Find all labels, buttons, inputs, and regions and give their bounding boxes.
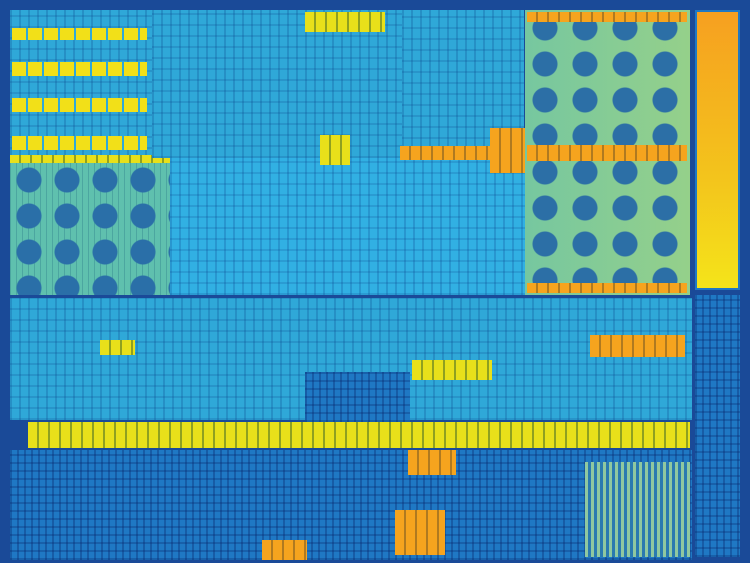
- orange-bank-row: [527, 283, 687, 293]
- bottom-io-region: [10, 450, 692, 560]
- orange-bank-row: [527, 12, 687, 22]
- orange-bank: [408, 450, 456, 475]
- orange-bank: [590, 335, 685, 357]
- top-center-region: [402, 10, 524, 150]
- yellow-bank: [320, 135, 350, 165]
- yellow-bank-row: [12, 28, 147, 40]
- yellow-bank: [412, 360, 492, 380]
- yellow-bank-row: [12, 62, 147, 76]
- orange-bank: [395, 510, 445, 555]
- right-io-strip: [695, 295, 740, 557]
- yellow-bank-row: [12, 136, 147, 150]
- right-cache-strip: [695, 10, 740, 290]
- middle-dark-block: [305, 372, 410, 422]
- top-middle-region: [152, 10, 402, 158]
- yellow-bank-row: [12, 98, 147, 112]
- yellow-bank-row: [10, 155, 170, 163]
- bottom-right-block: [585, 462, 690, 557]
- orange-bank: [490, 128, 525, 173]
- yellow-bank: [100, 340, 135, 355]
- center-region: [170, 158, 525, 295]
- orange-bank-row: [527, 145, 687, 161]
- yellow-bank-top: [305, 12, 385, 32]
- yellow-memory-bar: [28, 422, 690, 448]
- orange-bank: [262, 540, 307, 560]
- core-region-left: [10, 162, 170, 295]
